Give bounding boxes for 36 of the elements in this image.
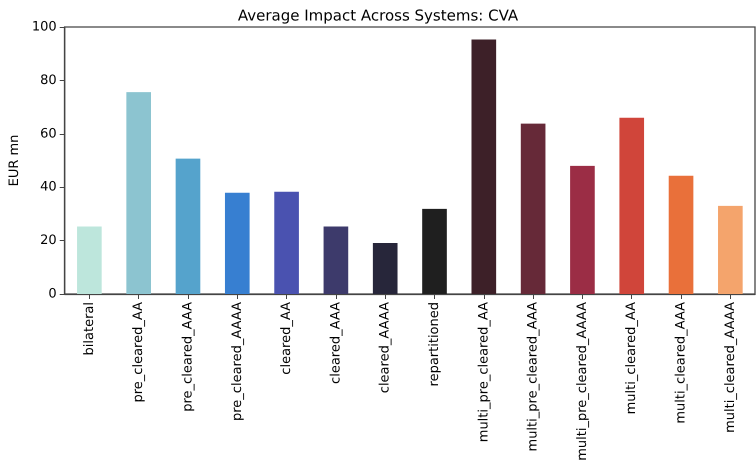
- x-tick-label: multi_pre_cleared_AA: [476, 302, 492, 442]
- x-tick-label: cleared_AAA: [328, 302, 344, 384]
- x-tick-label: multi_cleared_AAA: [674, 302, 689, 424]
- y-tick-label: 60: [40, 126, 57, 142]
- bar: [570, 166, 595, 294]
- bar: [718, 206, 743, 294]
- x-tick-label: multi_cleared_AAAA: [722, 302, 738, 433]
- bar: [372, 243, 398, 294]
- x-tick-label: bilateral: [82, 302, 97, 356]
- x-tick-label: multi_pre_cleared_AAAA: [574, 302, 590, 461]
- bar: [471, 40, 496, 294]
- bar: [176, 158, 200, 294]
- bar: [126, 92, 151, 294]
- bar: [422, 208, 447, 294]
- x-tick-label: pre_cleared_AA: [131, 302, 146, 402]
- bar: [224, 192, 250, 294]
- bar: [619, 118, 644, 294]
- x-tick-label: multi_pre_cleared_AAA: [526, 302, 541, 452]
- x-tick-label: cleared_AA: [279, 302, 294, 375]
- x-tick-label: pre_cleared_AAAA: [230, 302, 245, 421]
- x-tick-label: repartitioned: [427, 302, 442, 386]
- x-tick-label: cleared_AAAA: [378, 302, 393, 394]
- y-tick-label: 40: [40, 180, 57, 195]
- bar: [520, 124, 546, 294]
- chart-title: Average Impact Across Systems: CVA: [238, 6, 519, 24]
- x-tick-label: multi_cleared_AA: [624, 302, 640, 414]
- y-tick-label: 0: [48, 286, 57, 302]
- bar: [274, 192, 299, 294]
- bar: [77, 226, 102, 294]
- y-tick-label: 20: [40, 233, 57, 248]
- y-axis-title: EUR mn: [7, 134, 22, 186]
- bar: [324, 226, 348, 294]
- y-tick-label: 80: [40, 72, 57, 88]
- y-tick-label: 100: [32, 20, 57, 34]
- bar: [668, 176, 694, 294]
- x-tick-label: pre_cleared_AAA: [180, 302, 196, 412]
